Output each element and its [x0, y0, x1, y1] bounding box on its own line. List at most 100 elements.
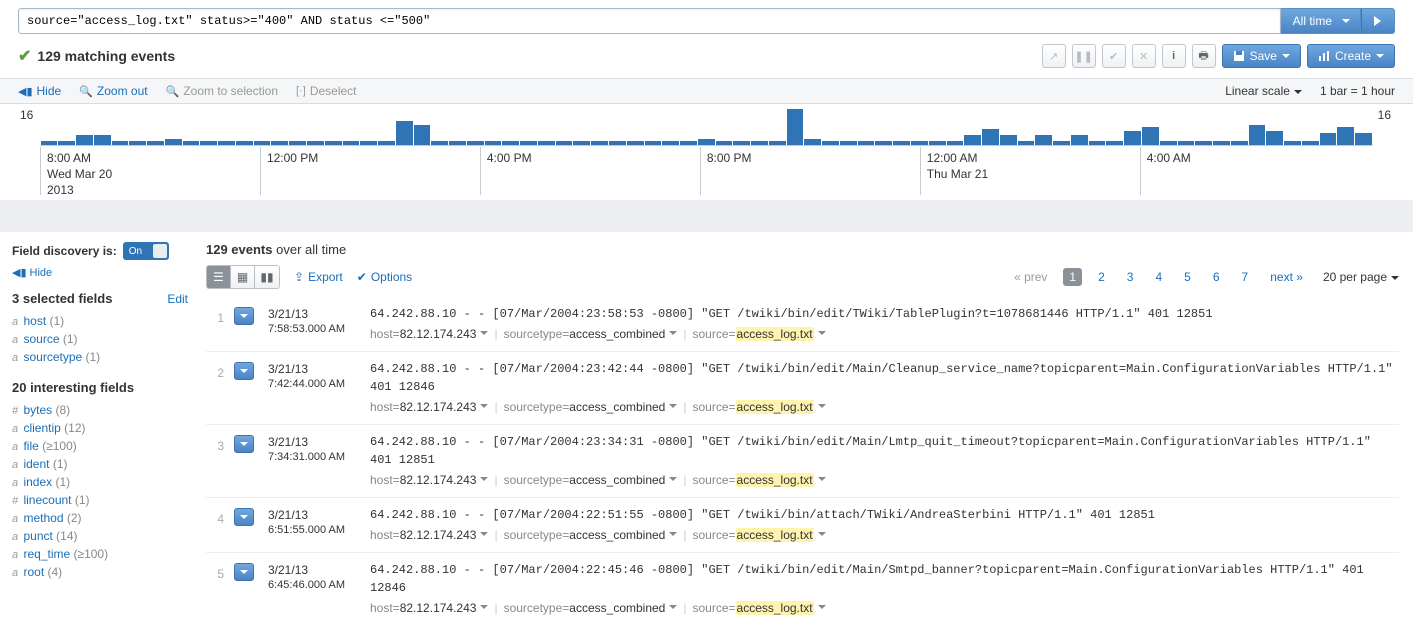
options-link[interactable]: ✔Options: [357, 270, 412, 284]
job-cancel-button[interactable]: ✕: [1132, 44, 1156, 68]
job-popout-button[interactable]: ↗: [1042, 44, 1066, 68]
sidebar-hide-link[interactable]: ◀▮Hide: [12, 266, 188, 279]
timeline-bar[interactable]: [218, 141, 235, 145]
chevron-down-icon[interactable]: [669, 331, 677, 339]
timeline-bar[interactable]: [289, 141, 306, 145]
timeline-bar[interactable]: [200, 141, 217, 145]
chevron-down-icon[interactable]: [480, 404, 488, 412]
timeline-bar[interactable]: [1249, 125, 1266, 145]
pager-page[interactable]: 2: [1092, 268, 1111, 286]
chevron-down-icon[interactable]: [818, 331, 826, 339]
timeline-bar[interactable]: [1000, 135, 1017, 145]
chevron-down-icon[interactable]: [480, 331, 488, 339]
export-link[interactable]: ⇪Export: [294, 270, 343, 284]
timeline-bar[interactable]: [254, 141, 271, 145]
view-list-button[interactable]: ☰: [207, 266, 231, 288]
scale-dropdown[interactable]: Linear scale: [1225, 84, 1302, 98]
timeline-bar[interactable]: [467, 141, 484, 145]
timeline-bar[interactable]: [520, 141, 537, 145]
chevron-down-icon[interactable]: [480, 477, 488, 485]
timeline-bar[interactable]: [716, 141, 733, 145]
pager-prev[interactable]: « prev: [1008, 268, 1053, 286]
print-button[interactable]: 🖶: [1192, 44, 1216, 68]
search-go-button[interactable]: [1361, 8, 1395, 34]
timeline-bar[interactable]: [343, 141, 360, 145]
timeline-bar[interactable]: [449, 141, 466, 145]
chevron-down-icon[interactable]: [480, 605, 488, 613]
timeline-hide-link[interactable]: ◀▮Hide: [18, 84, 61, 98]
timeline-bar[interactable]: [573, 141, 590, 145]
timeline-bar[interactable]: [538, 141, 555, 145]
timeline-bar[interactable]: [645, 141, 662, 145]
field-item[interactable]: a index (1): [12, 473, 188, 491]
timeline-bar[interactable]: [1053, 141, 1070, 145]
event-expand-button[interactable]: [234, 435, 254, 453]
chevron-down-icon[interactable]: [669, 477, 677, 485]
timeline-bar[interactable]: [58, 141, 75, 145]
timeline-bar[interactable]: [502, 141, 519, 145]
view-table-button[interactable]: ▦: [231, 266, 255, 288]
timeline-bar[interactable]: [680, 141, 697, 145]
timeline-bar[interactable]: [875, 141, 892, 145]
chevron-down-icon[interactable]: [818, 605, 826, 613]
field-item[interactable]: a sourcetype (1): [12, 348, 188, 366]
pager-page[interactable]: 3: [1121, 268, 1140, 286]
timeline-bar[interactable]: [1231, 141, 1248, 145]
pager-page[interactable]: 5: [1178, 268, 1197, 286]
timeline-bar[interactable]: [414, 125, 431, 145]
timeline-bar[interactable]: [893, 141, 910, 145]
timeline-bar[interactable]: [129, 141, 146, 145]
time-range-picker[interactable]: All time: [1281, 8, 1361, 34]
chevron-down-icon[interactable]: [669, 404, 677, 412]
timeline-bar[interactable]: [1035, 135, 1052, 145]
event-expand-button[interactable]: [234, 362, 254, 380]
field-item[interactable]: a root (4): [12, 563, 188, 581]
field-item[interactable]: a source (1): [12, 330, 188, 348]
timeline-bar[interactable]: [964, 135, 981, 145]
timeline-bar[interactable]: [769, 141, 786, 145]
deselect-link[interactable]: [·]Deselect: [296, 84, 356, 98]
timeline-bar[interactable]: [183, 141, 200, 145]
event-raw[interactable]: 64.242.88.10 - - [07/Mar/2004:22:51:55 -…: [370, 506, 1399, 524]
timeline-bar[interactable]: [1302, 141, 1319, 145]
per-page-dropdown[interactable]: 20 per page: [1323, 270, 1399, 284]
timeline-bar[interactable]: [1284, 141, 1301, 145]
timeline-bar[interactable]: [733, 141, 750, 145]
timeline-bar[interactable]: [325, 141, 342, 145]
event-expand-button[interactable]: [234, 307, 254, 325]
chevron-down-icon[interactable]: [480, 532, 488, 540]
zoom-to-selection-link[interactable]: 🔍Zoom to selection: [166, 84, 278, 98]
timeline-bar[interactable]: [556, 141, 573, 145]
timeline-bar[interactable]: [147, 141, 164, 145]
field-item[interactable]: a clientip (12): [12, 419, 188, 437]
event-raw[interactable]: 64.242.88.10 - - [07/Mar/2004:23:42:44 -…: [370, 360, 1399, 396]
field-item[interactable]: a host (1): [12, 312, 188, 330]
timeline-bar[interactable]: [1320, 133, 1337, 145]
timeline-bar[interactable]: [840, 141, 857, 145]
chevron-down-icon[interactable]: [818, 404, 826, 412]
timeline-bar[interactable]: [76, 135, 93, 145]
job-info-button[interactable]: i: [1162, 44, 1186, 68]
pager-page[interactable]: 1: [1063, 268, 1082, 286]
timeline-bar[interactable]: [1195, 141, 1212, 145]
field-item[interactable]: a ident (1): [12, 455, 188, 473]
event-raw[interactable]: 64.242.88.10 - - [07/Mar/2004:23:58:53 -…: [370, 305, 1399, 323]
timeline-bar[interactable]: [858, 141, 875, 145]
timeline-bar[interactable]: [1142, 127, 1159, 145]
chevron-down-icon[interactable]: [669, 532, 677, 540]
pager-page[interactable]: 7: [1236, 268, 1255, 286]
timeline-bar[interactable]: [947, 141, 964, 145]
field-item[interactable]: a punct (14): [12, 527, 188, 545]
field-item[interactable]: # linecount (1): [12, 491, 188, 509]
field-item[interactable]: # bytes (8): [12, 401, 188, 419]
timeline-bar[interactable]: [627, 141, 644, 145]
timeline-bar[interactable]: [1089, 141, 1106, 145]
timeline-bar[interactable]: [822, 141, 839, 145]
timeline-bar[interactable]: [1355, 133, 1372, 145]
create-button[interactable]: Create: [1307, 44, 1395, 68]
timeline-bar[interactable]: [236, 141, 253, 145]
timeline-bar[interactable]: [485, 141, 502, 145]
event-raw[interactable]: 64.242.88.10 - - [07/Mar/2004:23:34:31 -…: [370, 433, 1399, 469]
timeline-bar[interactable]: [911, 141, 928, 145]
timeline-bar[interactable]: [929, 141, 946, 145]
